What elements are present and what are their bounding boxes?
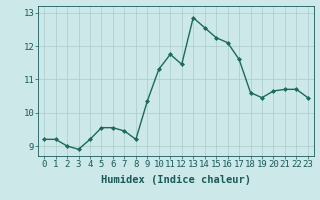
X-axis label: Humidex (Indice chaleur): Humidex (Indice chaleur) [101, 175, 251, 185]
